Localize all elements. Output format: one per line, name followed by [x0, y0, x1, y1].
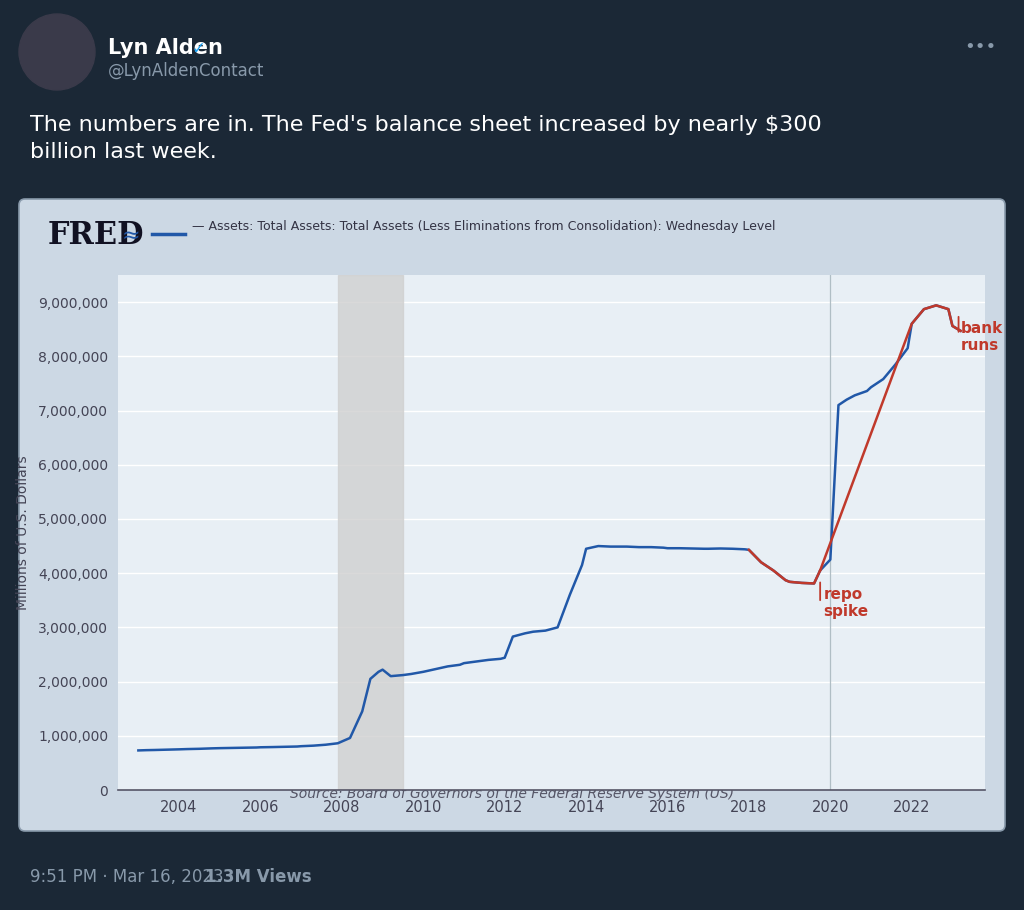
Text: The numbers are in. The Fed's balance sheet increased by nearly $300
billion las: The numbers are in. The Fed's balance sh…: [30, 115, 821, 162]
Text: — Assets: Total Assets: Total Assets (Less Eliminations from Consolidation): Wed: — Assets: Total Assets: Total Assets (Le…: [193, 220, 775, 233]
Text: ✓: ✓: [193, 40, 206, 58]
Text: @LynAldenContact: @LynAldenContact: [108, 62, 264, 80]
Text: Lyn Alden: Lyn Alden: [108, 38, 223, 58]
Text: 1.3M Views: 1.3M Views: [205, 868, 311, 886]
Text: ≈: ≈: [122, 226, 140, 246]
Text: FRED: FRED: [48, 220, 144, 251]
Text: repo
spike: repo spike: [823, 587, 868, 619]
Text: 9:51 PM · Mar 16, 2023 ·: 9:51 PM · Mar 16, 2023 ·: [30, 868, 240, 886]
Text: bank
runs: bank runs: [961, 321, 1004, 353]
Text: •••: •••: [964, 38, 996, 56]
Y-axis label: Millions of U.S. Dollars: Millions of U.S. Dollars: [15, 455, 30, 610]
FancyBboxPatch shape: [19, 199, 1005, 831]
Circle shape: [19, 14, 95, 90]
Text: Source: Board of Governors of the Federal Reserve System (US): Source: Board of Governors of the Federa…: [290, 787, 734, 801]
Bar: [338, 275, 402, 790]
